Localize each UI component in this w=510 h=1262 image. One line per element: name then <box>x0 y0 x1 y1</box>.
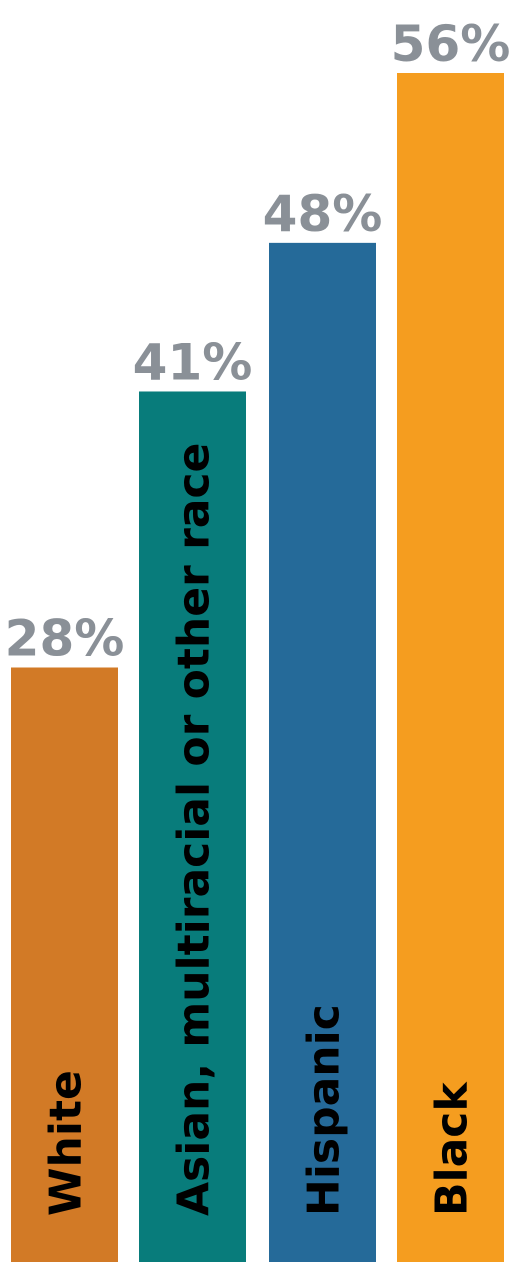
value-label-3: 48% <box>263 185 383 243</box>
bar-2 <box>139 391 246 1262</box>
bars-group <box>11 73 504 1262</box>
bar-1 <box>11 667 118 1262</box>
value-label-1: 28% <box>5 610 125 668</box>
bar-3 <box>269 242 376 1262</box>
value-label-4: 56% <box>391 15 510 73</box>
value-label-2: 41% <box>133 333 253 391</box>
category-label-2: Asian, multiracial or other race <box>169 443 220 1216</box>
value-labels-group: 28% 41% 48% 56% <box>5 15 510 668</box>
category-label-4: Black <box>427 1081 478 1216</box>
bar-4 <box>397 73 504 1262</box>
category-labels-group: White Asian, multiracial or other race His… <box>41 443 478 1216</box>
category-label-1: White <box>41 1070 92 1216</box>
category-label-3: Hispanic <box>299 1004 350 1216</box>
